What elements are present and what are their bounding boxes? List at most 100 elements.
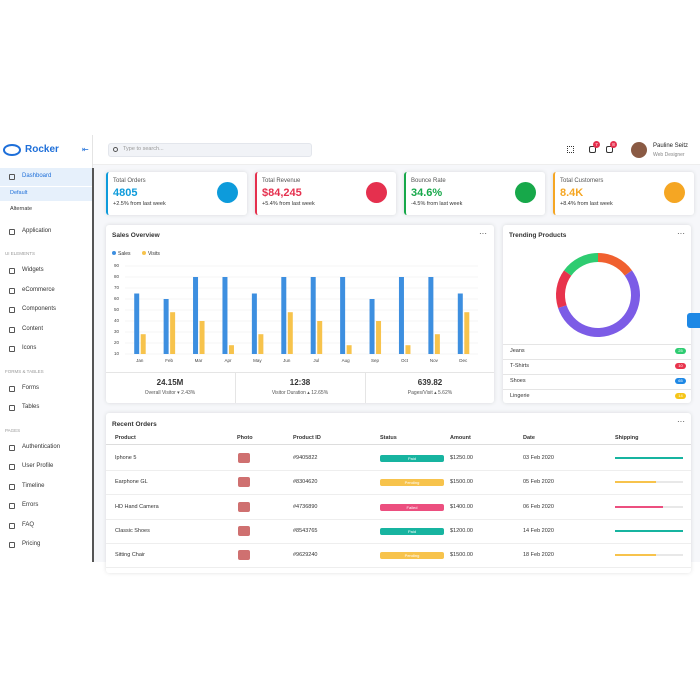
cell: $1200.00 [450,527,473,534]
status-pill: Failed [380,503,444,511]
x-tick-label: Feb [165,358,173,363]
menu-item[interactable]: Content [22,325,44,332]
legend-marker [142,251,146,255]
bar [251,293,257,354]
menu-item[interactable]: eCommerce [22,286,55,293]
y-tick-label: 80 [114,274,120,279]
row-divider [106,542,691,544]
card-value: 8.4K [560,187,584,199]
cell: #4736890 [293,503,318,510]
badge: 8 [610,141,617,148]
apps-icon[interactable] [567,146,574,153]
shipping-bar [615,481,656,484]
menu-item[interactable]: Dashboard [22,173,52,179]
avatar[interactable] [631,142,647,158]
column-header: Photo [237,435,253,441]
bar [134,293,140,354]
menu-heading: FORMS & TABLES [5,368,44,374]
y-tick-label: 50 [114,307,120,312]
shipping-track [615,481,683,484]
menu-item[interactable]: Icons [22,345,37,351]
panel-menu[interactable]: ··· [677,229,685,238]
card-title: Total Customers [560,178,604,184]
list-divider [503,359,691,360]
legend-marker [112,251,116,255]
column-header: Shipping [615,435,639,441]
menu-item[interactable]: Timeline [22,482,45,489]
top-icon[interactable] [606,146,613,153]
bar [170,312,176,354]
bar [140,334,146,354]
cell: Sitting Chair [115,552,145,559]
menu-icon [9,542,15,548]
count-badge: 14 [675,393,686,399]
menu-icon [9,346,15,352]
menu-item[interactable]: Application [22,227,52,234]
cell: HD Hand Camera [115,503,159,510]
stats-divider [235,372,236,403]
submenu-item[interactable]: Alternate [10,205,33,212]
menu-item[interactable]: Errors [22,502,39,508]
list-divider [503,389,691,390]
menu-item[interactable]: Components [22,306,57,312]
menu-icon [9,483,15,490]
row-divider [106,494,691,496]
bar [376,321,382,354]
x-tick-label: Aug [342,358,351,363]
menu-item[interactable]: Widgets [22,267,44,273]
menu-item[interactable]: User Profile [22,463,54,469]
status-pill: Paid [380,455,444,462]
product-name: Lingerie [510,393,530,399]
cell: 14 Feb 2020 [523,527,554,534]
list-divider [503,374,691,375]
collapse-button[interactable]: ⇤ [82,145,89,154]
bar [281,277,287,354]
bar [398,277,404,354]
menu-item[interactable]: Pricing [22,541,41,547]
table-header-bg [106,432,691,445]
menu-active-bg [0,168,92,186]
menu-heading: UI ELEMENTS [5,251,36,256]
y-tick-label: 10 [114,351,120,356]
x-tick-label: Jul [313,358,319,363]
product-name: Jeans [510,348,525,354]
menu-item[interactable]: Tables [22,404,40,410]
top-icon[interactable] [589,146,596,153]
row-divider [106,567,691,569]
cell: #9405822 [293,455,318,461]
menu-icon [9,522,15,529]
menu-icon [9,287,15,294]
menu-item[interactable]: Authentication [22,443,61,450]
brand: Rocker [25,144,59,155]
panel-menu[interactable]: ··· [479,229,487,238]
status-pill: Pending [380,552,444,560]
panel-title: Trending Products [509,232,567,239]
status-pill: Paid [380,527,444,535]
card-value: 34.6% [411,187,443,199]
brand-logo [3,144,21,156]
search-box[interactable] [108,143,312,157]
y-tick-label: 60 [114,296,120,301]
settings-tab[interactable] [687,313,700,328]
count-badge: 65 [675,378,686,384]
product-photo [238,525,250,536]
sidebar-scrollbar [92,168,94,562]
product-photo [238,550,250,561]
card-value: $84,245 [262,187,302,199]
submenu-item[interactable]: Default [10,189,28,196]
cell: Iphone 5 [115,455,137,461]
user-name: Pauline Seitz [653,143,689,149]
product-photo [238,477,250,488]
cell: 05 Feb 2020 [523,479,554,486]
menu-item[interactable]: FAQ [22,521,35,528]
donut-segment [556,270,572,308]
cell: #8304620 [293,479,318,486]
bar [464,312,470,354]
search-placeholder: Type to search... [123,146,164,152]
cell: #9629240 [293,552,318,559]
panel-menu[interactable]: ··· [677,417,685,426]
menu-item[interactable]: Forms [22,384,39,391]
y-tick-label: 30 [114,329,120,334]
menu-icon [9,405,15,411]
